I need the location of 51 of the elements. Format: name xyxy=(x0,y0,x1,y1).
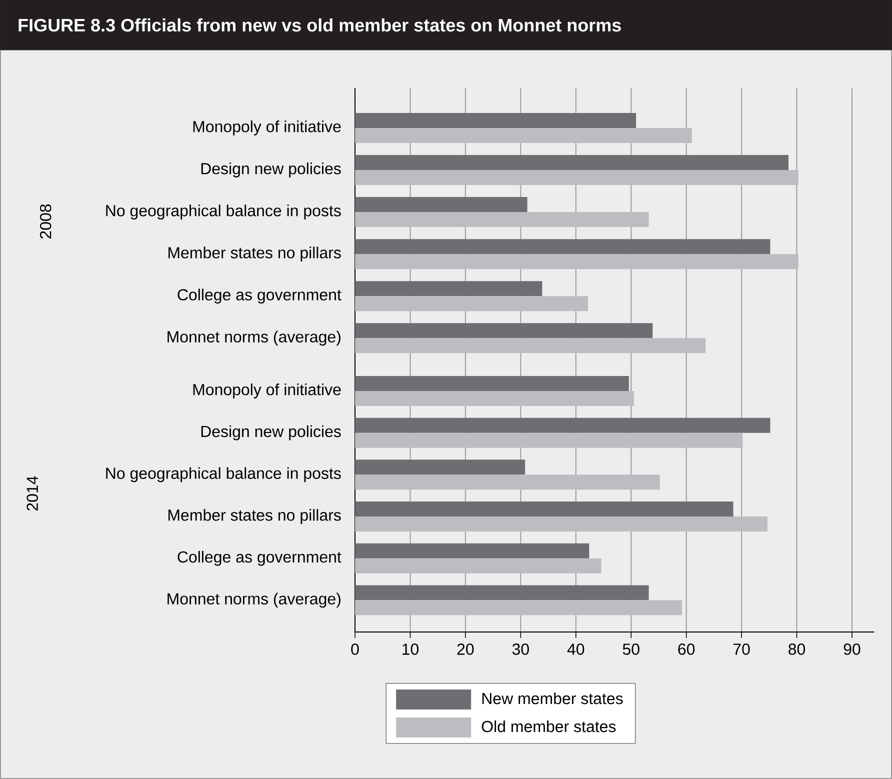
legend-label: New member states xyxy=(482,692,623,704)
bar xyxy=(355,296,588,312)
bar xyxy=(355,474,660,490)
bar xyxy=(355,323,653,338)
y-tick-label: Design new policies xyxy=(201,425,341,440)
bar xyxy=(355,281,542,296)
bar xyxy=(355,154,788,170)
y-axis-title: 2014 xyxy=(26,476,38,510)
x-tick-label: 30 xyxy=(512,644,529,655)
y-tick-label: No geographical balance in posts xyxy=(106,204,341,220)
x-tick-label: 90 xyxy=(844,644,860,655)
bar xyxy=(355,390,634,406)
bar xyxy=(355,376,629,391)
bar xyxy=(355,197,528,212)
bar xyxy=(355,543,590,558)
bar xyxy=(355,600,682,616)
bar xyxy=(355,239,770,254)
x-tick-label: 80 xyxy=(788,644,806,655)
bar xyxy=(355,558,602,574)
x-tick-label: 10 xyxy=(402,644,418,655)
y-tick-label: Member states no pillars xyxy=(168,246,341,262)
y-axis-title: 2008 xyxy=(40,204,52,238)
bar xyxy=(355,254,798,270)
bar xyxy=(355,170,798,185)
chart-title: FIGURE 8.3 Officials from new vs old member states on Monnet norms xyxy=(18,18,621,32)
y-tick-label: Monopoly of initiative xyxy=(193,120,341,136)
bar xyxy=(355,112,636,128)
y-tick-label: Design new policies xyxy=(201,162,341,178)
x-tick-label: 50 xyxy=(622,644,640,655)
y-tick-label: College as government xyxy=(178,550,342,566)
x-tick-label: 40 xyxy=(567,644,584,655)
y-tick-label: College as government xyxy=(178,288,342,304)
bar xyxy=(355,212,649,228)
y-tick-label: Monnet norms (average) xyxy=(168,592,340,608)
y-tick-label: Member states no pillars xyxy=(168,509,341,524)
bar xyxy=(355,502,734,517)
x-tick-label: 70 xyxy=(733,644,750,655)
y-tick-label: No geographical balance in posts xyxy=(106,467,341,482)
x-tick-label: 60 xyxy=(678,644,695,655)
bar xyxy=(355,128,692,143)
bar xyxy=(355,460,526,475)
bar xyxy=(355,338,706,354)
bar xyxy=(355,432,743,448)
bar xyxy=(355,516,768,532)
bar xyxy=(355,418,770,433)
legend-label: Old member states xyxy=(482,720,616,732)
x-tick-label: 0 xyxy=(351,644,359,655)
y-tick-label: Monopoly of initiative xyxy=(193,384,341,398)
x-tick-label: 20 xyxy=(457,644,474,655)
bar xyxy=(355,585,649,600)
y-tick-label: Monnet norms (average) xyxy=(168,330,340,346)
